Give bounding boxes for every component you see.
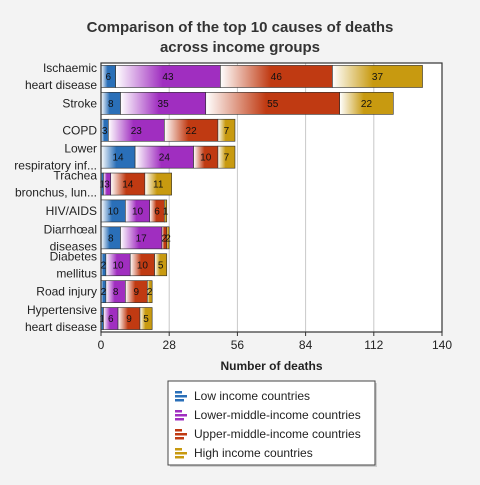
bar-segment bbox=[166, 226, 170, 250]
bar-data-label: 10 bbox=[137, 260, 149, 271]
x-tick-label: 0 bbox=[98, 338, 105, 352]
bar-data-label: 3 bbox=[102, 126, 108, 137]
bar-segment bbox=[154, 253, 168, 277]
bar-data-label: 5 bbox=[143, 314, 149, 325]
bar-data-label: 24 bbox=[159, 153, 171, 164]
bar-data-label: 22 bbox=[361, 99, 373, 110]
category-label: Lower respiratory inf... bbox=[14, 142, 97, 173]
bar-segment bbox=[139, 307, 153, 330]
bar-data-label: 3 bbox=[104, 180, 110, 191]
bar-segment bbox=[332, 65, 423, 88]
category-label-line: Lower bbox=[64, 142, 97, 156]
x-tick-label: 140 bbox=[432, 338, 452, 352]
bar-data-label: 10 bbox=[112, 260, 124, 271]
category-label: Stroke bbox=[62, 96, 97, 110]
bar-segment bbox=[339, 92, 394, 115]
bar-data-label: 9 bbox=[126, 314, 132, 325]
category-label: COPD bbox=[62, 123, 97, 137]
x-tick-label: 56 bbox=[231, 338, 245, 352]
bar-data-label: 1 bbox=[99, 314, 105, 325]
category-label-line: heart disease bbox=[25, 78, 97, 92]
bar-data-label: 35 bbox=[158, 99, 170, 110]
category-label-line: Stroke bbox=[62, 96, 97, 110]
bar-data-label: 6 bbox=[154, 206, 160, 217]
category-label: Road injury bbox=[36, 285, 97, 299]
legend-icon bbox=[175, 410, 187, 421]
legend-box bbox=[167, 380, 376, 466]
category-label: HIV/AIDS bbox=[46, 204, 97, 218]
category-label: Ischaemic heart disease bbox=[25, 61, 97, 92]
category-label: Hypertensive heart disease bbox=[25, 303, 97, 334]
category-label-line: respiratory inf... bbox=[14, 159, 97, 173]
bar-data-label: 5 bbox=[158, 260, 164, 271]
bar-data-label: 14 bbox=[112, 153, 124, 164]
bar-segment bbox=[144, 172, 172, 196]
bar-data-label: 23 bbox=[131, 126, 143, 137]
bar-data-label: 10 bbox=[200, 153, 212, 164]
bar-data-label: 2 bbox=[101, 287, 107, 298]
bar-data-label: 11 bbox=[153, 180, 164, 191]
category-label-line: Ischaemic bbox=[43, 61, 97, 75]
bar-data-label: 22 bbox=[186, 126, 198, 137]
category-label: Diabetes mellitus bbox=[50, 249, 97, 280]
category-label-line: Trachea bbox=[53, 169, 97, 183]
legend-entry-label: Upper-middle-income countries bbox=[194, 427, 361, 441]
legend-icon bbox=[175, 391, 187, 402]
bar-data-label: 17 bbox=[136, 233, 148, 244]
bar-data-label: 6 bbox=[106, 72, 112, 83]
legend-entry-label: High income countries bbox=[194, 446, 313, 460]
plot-border bbox=[100, 62, 443, 333]
x-tick-label: 84 bbox=[299, 338, 313, 352]
bar-data-label: 10 bbox=[108, 206, 120, 217]
legend-entry-label: Lower-middle-income countries bbox=[194, 408, 361, 422]
bar-data-label: 6 bbox=[108, 314, 114, 325]
category-label-line: Hypertensive bbox=[27, 303, 97, 317]
chart-title-line: Comparison of the top 10 causes of death… bbox=[87, 19, 394, 36]
x-tick-label: 112 bbox=[364, 338, 383, 352]
category-label-line: HIV/AIDS bbox=[46, 204, 97, 218]
bar-data-label: 8 bbox=[108, 233, 114, 244]
bar-data-label: 7 bbox=[224, 126, 230, 137]
category-label-line: heart disease bbox=[25, 320, 97, 334]
bar-segment bbox=[217, 118, 236, 142]
category-label-line: Diarrhœal bbox=[44, 222, 97, 236]
x-axis-title: Number of deaths bbox=[220, 359, 322, 373]
category-label-line: bronchus, lun... bbox=[15, 186, 97, 200]
bar-segment bbox=[164, 199, 168, 223]
bar-data-label: 55 bbox=[267, 99, 279, 110]
category-label: Trachea bronchus, lun... bbox=[15, 169, 97, 200]
x-tick-label: 28 bbox=[163, 338, 177, 352]
legend-icon bbox=[175, 448, 187, 459]
category-label-line: diseases bbox=[50, 239, 97, 253]
category-label-line: mellitus bbox=[56, 266, 97, 280]
category-label: Diarrhœal diseases bbox=[44, 222, 97, 253]
legend-entry-label: Low income countries bbox=[194, 389, 310, 403]
bar-data-label: 37 bbox=[372, 72, 384, 83]
bar-data-label: 1 bbox=[163, 206, 169, 217]
category-label-line: COPD bbox=[62, 123, 97, 137]
legend-icon bbox=[175, 429, 187, 440]
bar-data-label: 9 bbox=[134, 287, 140, 298]
bar-segment bbox=[217, 145, 236, 169]
bar-data-label: 2 bbox=[165, 233, 171, 244]
bar-data-label: 10 bbox=[132, 206, 144, 217]
bar-data-label: 2 bbox=[162, 233, 168, 244]
category-label-line: Road injury bbox=[36, 285, 97, 299]
bar-data-label: 43 bbox=[162, 72, 174, 83]
bar-segment bbox=[146, 280, 153, 303]
chart-title-line: across income groups bbox=[160, 39, 320, 56]
chart-title: Comparison of the top 10 causes of death… bbox=[87, 19, 394, 56]
bar-data-label: 2 bbox=[101, 260, 107, 271]
bar-data-label: 8 bbox=[108, 99, 114, 110]
bar-data-label: 1 bbox=[99, 180, 105, 191]
bar-data-label: 46 bbox=[271, 72, 283, 83]
bar-data-label: 8 bbox=[113, 287, 119, 298]
category-label-line: Diabetes bbox=[50, 249, 97, 263]
bar-data-label: 14 bbox=[122, 180, 134, 191]
bar-data-label: 7 bbox=[224, 153, 230, 164]
bar-data-label: 2 bbox=[147, 287, 153, 298]
